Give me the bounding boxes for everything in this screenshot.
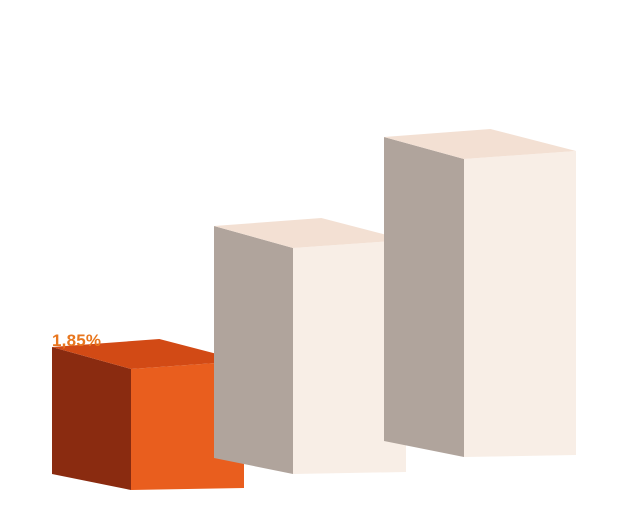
bar-2-front <box>464 151 576 457</box>
bar-2-side <box>384 137 464 457</box>
bar-1 <box>214 218 406 474</box>
bar-0-top <box>52 339 244 369</box>
bar-0-side <box>52 347 131 490</box>
bar-2 <box>384 129 576 457</box>
bar-1-side <box>214 226 293 474</box>
bar-1-front <box>293 240 406 474</box>
bar-1-top <box>214 218 406 248</box>
data-label-0: 1,85% <box>52 331 102 350</box>
bar-2-top <box>384 129 576 159</box>
